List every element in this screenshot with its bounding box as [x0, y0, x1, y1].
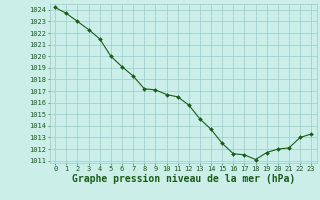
- X-axis label: Graphe pression niveau de la mer (hPa): Graphe pression niveau de la mer (hPa): [72, 174, 295, 184]
